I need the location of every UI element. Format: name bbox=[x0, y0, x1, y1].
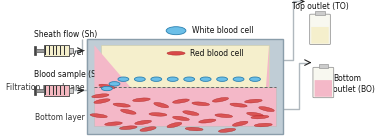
FancyBboxPatch shape bbox=[53, 46, 54, 55]
Ellipse shape bbox=[230, 103, 247, 107]
FancyBboxPatch shape bbox=[311, 27, 329, 44]
Ellipse shape bbox=[149, 113, 167, 116]
FancyBboxPatch shape bbox=[45, 86, 46, 95]
Text: Bottom
outlet (BO): Bottom outlet (BO) bbox=[333, 74, 375, 94]
Ellipse shape bbox=[251, 115, 269, 119]
Ellipse shape bbox=[199, 119, 216, 123]
Text: White blood cell: White blood cell bbox=[192, 26, 254, 35]
FancyBboxPatch shape bbox=[64, 46, 65, 55]
Ellipse shape bbox=[173, 99, 189, 103]
Text: Bottom layer: Bottom layer bbox=[35, 113, 85, 122]
FancyBboxPatch shape bbox=[34, 86, 36, 95]
Ellipse shape bbox=[254, 123, 272, 127]
Text: Sheath flow (Sh): Sheath flow (Sh) bbox=[34, 30, 97, 39]
FancyBboxPatch shape bbox=[94, 87, 276, 126]
Circle shape bbox=[217, 77, 228, 81]
Ellipse shape bbox=[183, 111, 199, 115]
Ellipse shape bbox=[121, 109, 136, 114]
Ellipse shape bbox=[246, 112, 263, 117]
Ellipse shape bbox=[133, 98, 150, 102]
Circle shape bbox=[166, 27, 186, 35]
Ellipse shape bbox=[105, 122, 122, 126]
Text: Red blood cell: Red blood cell bbox=[190, 49, 243, 58]
FancyBboxPatch shape bbox=[313, 67, 334, 98]
Circle shape bbox=[135, 77, 145, 81]
Ellipse shape bbox=[245, 99, 262, 103]
Polygon shape bbox=[94, 45, 131, 87]
FancyBboxPatch shape bbox=[70, 48, 73, 53]
FancyBboxPatch shape bbox=[56, 86, 57, 95]
Circle shape bbox=[109, 82, 120, 86]
FancyBboxPatch shape bbox=[314, 80, 332, 97]
Circle shape bbox=[118, 77, 129, 81]
Ellipse shape bbox=[90, 114, 107, 118]
Ellipse shape bbox=[185, 127, 203, 131]
Ellipse shape bbox=[154, 102, 169, 108]
Ellipse shape bbox=[167, 122, 182, 128]
Ellipse shape bbox=[212, 97, 229, 102]
Ellipse shape bbox=[173, 116, 189, 121]
Ellipse shape bbox=[167, 51, 185, 55]
Text: Blood sample (Sa): Blood sample (Sa) bbox=[34, 70, 103, 79]
FancyBboxPatch shape bbox=[45, 46, 46, 55]
Ellipse shape bbox=[232, 121, 248, 126]
FancyBboxPatch shape bbox=[64, 86, 65, 95]
FancyBboxPatch shape bbox=[316, 11, 325, 15]
FancyBboxPatch shape bbox=[49, 86, 50, 95]
Circle shape bbox=[101, 86, 112, 91]
Text: Top outlet (TO): Top outlet (TO) bbox=[292, 2, 349, 11]
Circle shape bbox=[233, 77, 244, 81]
FancyBboxPatch shape bbox=[60, 86, 61, 95]
FancyBboxPatch shape bbox=[49, 46, 50, 55]
Ellipse shape bbox=[140, 127, 156, 131]
FancyBboxPatch shape bbox=[36, 49, 44, 52]
FancyBboxPatch shape bbox=[34, 46, 36, 55]
Ellipse shape bbox=[113, 103, 130, 107]
Ellipse shape bbox=[99, 84, 115, 89]
Circle shape bbox=[184, 77, 195, 81]
Ellipse shape bbox=[94, 99, 110, 103]
Ellipse shape bbox=[215, 114, 232, 118]
FancyBboxPatch shape bbox=[101, 45, 269, 87]
Ellipse shape bbox=[92, 94, 109, 98]
FancyBboxPatch shape bbox=[36, 89, 44, 92]
Ellipse shape bbox=[218, 128, 235, 132]
FancyBboxPatch shape bbox=[310, 14, 330, 45]
FancyBboxPatch shape bbox=[44, 85, 70, 96]
Ellipse shape bbox=[192, 102, 209, 106]
Circle shape bbox=[151, 77, 162, 81]
FancyBboxPatch shape bbox=[60, 46, 61, 55]
FancyBboxPatch shape bbox=[87, 39, 283, 134]
FancyBboxPatch shape bbox=[53, 86, 54, 95]
Ellipse shape bbox=[119, 126, 137, 130]
FancyBboxPatch shape bbox=[70, 88, 73, 93]
FancyBboxPatch shape bbox=[56, 46, 57, 55]
Circle shape bbox=[249, 77, 260, 81]
Ellipse shape bbox=[259, 107, 274, 112]
FancyBboxPatch shape bbox=[319, 64, 328, 68]
Polygon shape bbox=[266, 45, 269, 87]
Circle shape bbox=[200, 77, 211, 81]
Circle shape bbox=[167, 77, 178, 81]
FancyBboxPatch shape bbox=[44, 45, 70, 56]
Text: Filtration membrane: Filtration membrane bbox=[6, 83, 85, 92]
Ellipse shape bbox=[135, 120, 152, 125]
Text: Top layer: Top layer bbox=[50, 48, 85, 57]
